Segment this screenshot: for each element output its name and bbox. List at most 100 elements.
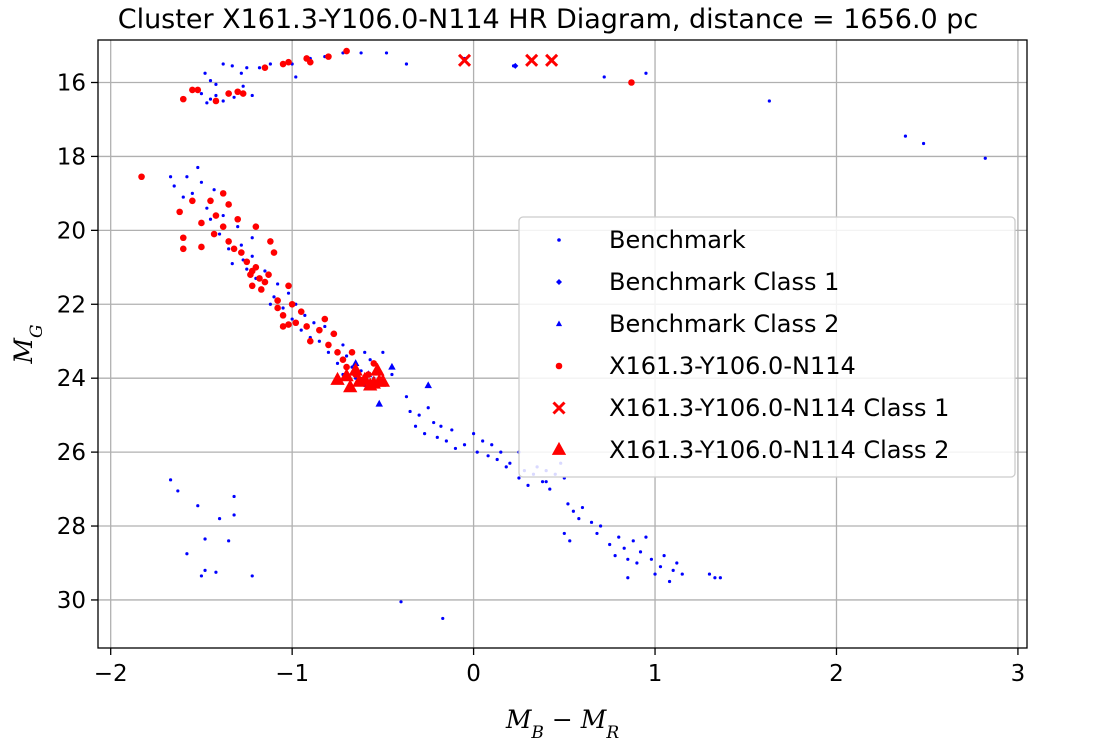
data-point [626,576,630,580]
plot-frame [97,39,1028,649]
data-point [279,312,287,319]
data-point [303,323,310,330]
data-point [348,362,363,376]
data-point [471,432,476,436]
x-tick-label: 0 [466,661,481,687]
data-point [325,341,332,349]
data-point [196,504,200,508]
data-point [203,537,207,541]
data-point [613,553,617,558]
data-point [258,286,265,293]
data-point [279,323,287,330]
legend-marker [556,279,562,285]
legend-entry: Benchmark Class 2 [609,310,839,338]
data-point [272,295,276,299]
data-point [230,245,238,253]
data-point [540,480,545,484]
data-point [234,215,242,223]
data-point [299,328,303,332]
data-point [404,395,409,399]
axis-ticks: −2 −1 0 1 2 3 16 18 20 22 24 26 28 30 [57,71,1026,687]
data-point [321,315,329,323]
series-0 [168,51,987,621]
data-point [181,195,185,199]
data-point [439,424,443,428]
data-point [580,505,585,510]
data-point [631,539,635,543]
y-tick-label: 18 [57,144,86,170]
data-point [767,99,771,103]
data-point [221,62,225,66]
data-point [381,350,385,354]
data-point [203,71,207,75]
data-point [718,576,722,580]
series-4 [457,53,559,67]
data-point [335,361,340,366]
y-tick-label: 24 [57,366,86,392]
data-point [281,306,285,310]
data-point [245,267,249,271]
data-point [517,476,521,480]
data-point [343,363,350,371]
data-point [334,349,341,356]
data-point [279,60,287,68]
data-point [680,572,684,576]
data-point [671,568,675,572]
x-tick-label: 2 [829,661,844,687]
data-point [903,134,908,138]
data-point [495,457,499,462]
y-tick-label: 28 [57,514,86,540]
data-point [285,282,292,290]
data-point [548,487,552,491]
legend-marker [557,238,561,242]
data-point [250,574,254,578]
series-5 [330,362,391,393]
data-point [221,99,225,103]
data-point [194,86,202,94]
data-point [384,51,389,55]
data-point [399,600,403,604]
data-point [179,245,187,253]
data-point [595,531,599,536]
data-markers [138,47,987,621]
data-point [368,358,372,362]
data-point [241,84,245,88]
data-point [176,208,183,216]
data-point [462,443,467,447]
data-point [348,349,356,356]
data-point [267,238,274,245]
x-axis-label: MB − MR [505,705,620,739]
data-point [185,175,189,179]
data-point [363,350,367,354]
data-point [658,565,663,569]
data-point [210,230,218,238]
data-point [370,360,378,367]
data-point [256,275,263,282]
data-point [306,58,314,66]
data-point [225,201,232,208]
data-point [248,282,256,290]
series-1 [512,62,519,69]
data-point [268,302,272,306]
y-tick-label: 30 [57,588,86,614]
data-point [499,450,503,454]
data-point [245,66,249,70]
x-tick-label: 1 [648,661,663,687]
data-point [285,58,292,66]
legend-marker [552,401,566,415]
data-point [227,539,231,543]
data-point [622,546,626,550]
data-point [375,373,391,387]
data-point [214,570,218,574]
data-point [232,494,236,499]
data-point [292,319,300,327]
data-point [571,509,575,513]
data-point [432,420,436,425]
data-point [172,184,176,188]
data-point [512,62,519,69]
data-point [441,616,445,621]
data-point [168,175,173,179]
data-point [285,321,292,328]
data-point [326,350,331,354]
data-point [526,483,530,487]
